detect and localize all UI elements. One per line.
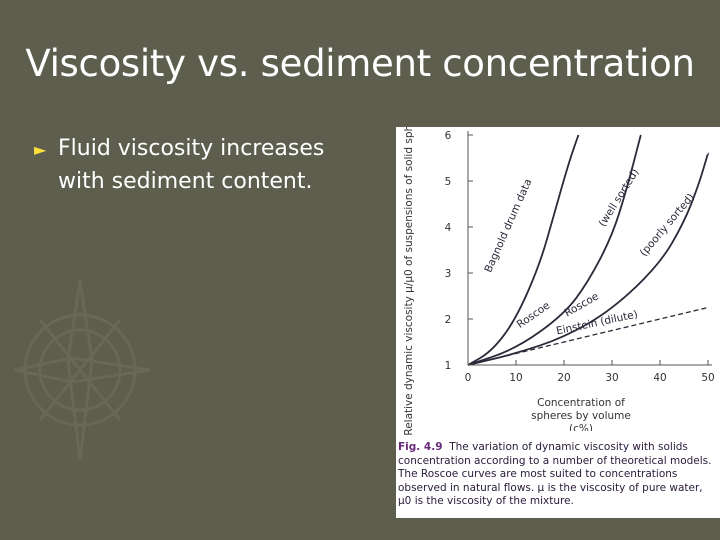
y-tick-label: 6 [445, 130, 452, 142]
y-tick-label: 2 [445, 314, 452, 326]
x-tick-label: 40 [653, 372, 666, 384]
caption-label: Fig. 4.9 [398, 441, 443, 453]
bullet-point: ► Fluid viscosity increases with sediment… [34, 133, 374, 198]
x-axis-label: Concentration of spheres by volume (c%) [531, 397, 631, 431]
x-tick-label: 50 [701, 372, 714, 384]
series-line-roscoe-poorly-sorted [467, 153, 709, 366]
series-line-roscoe-well-sorted [467, 134, 642, 366]
slide-title: Viscosity vs. sediment concentration [25, 42, 695, 85]
curve-annotation: (poorly sorted) [638, 191, 697, 258]
x-tick-label: 30 [605, 372, 618, 384]
y-axis-label: Relative dynamic viscosity μ/μ0 of suspe… [403, 127, 415, 436]
viscosity-chart: 0 10 20 30 40 50 1 2 3 4 5 6 Bagnold drum data Rosco… [403, 127, 715, 436]
series-line-einstein-dilute [467, 306, 709, 366]
viscosity-figure: 0 10 20 30 40 50 1 2 3 4 5 6 Bagnold drum data Rosco… [396, 127, 720, 518]
bullet-text-line2: with sediment content. [58, 169, 313, 194]
x-tick-label: 0 [465, 372, 472, 384]
y-tick-label: 1 [445, 360, 452, 372]
curve-annotation: Bagnold drum data [482, 177, 534, 274]
y-tick-label: 4 [445, 222, 452, 234]
curve-annotation: (well sorted) [597, 167, 642, 229]
x-tick-label: 10 [509, 372, 522, 384]
series-line-bagnold-drum-data [467, 134, 580, 366]
x-tick-label: 20 [557, 372, 570, 384]
compass-watermark-icon [14, 279, 151, 461]
caption-text: The variation of dynamic viscosity with … [398, 441, 712, 508]
figure-caption: Fig. 4.9 The variation of dynamic viscos… [398, 441, 718, 509]
curve-annotation: Roscoe [563, 290, 601, 319]
bullet-text-line1: Fluid viscosity increases [58, 136, 325, 161]
y-tick-label: 5 [445, 176, 452, 188]
y-tick-label: 3 [445, 268, 452, 280]
bullet-arrow-icon: ► [34, 140, 47, 159]
